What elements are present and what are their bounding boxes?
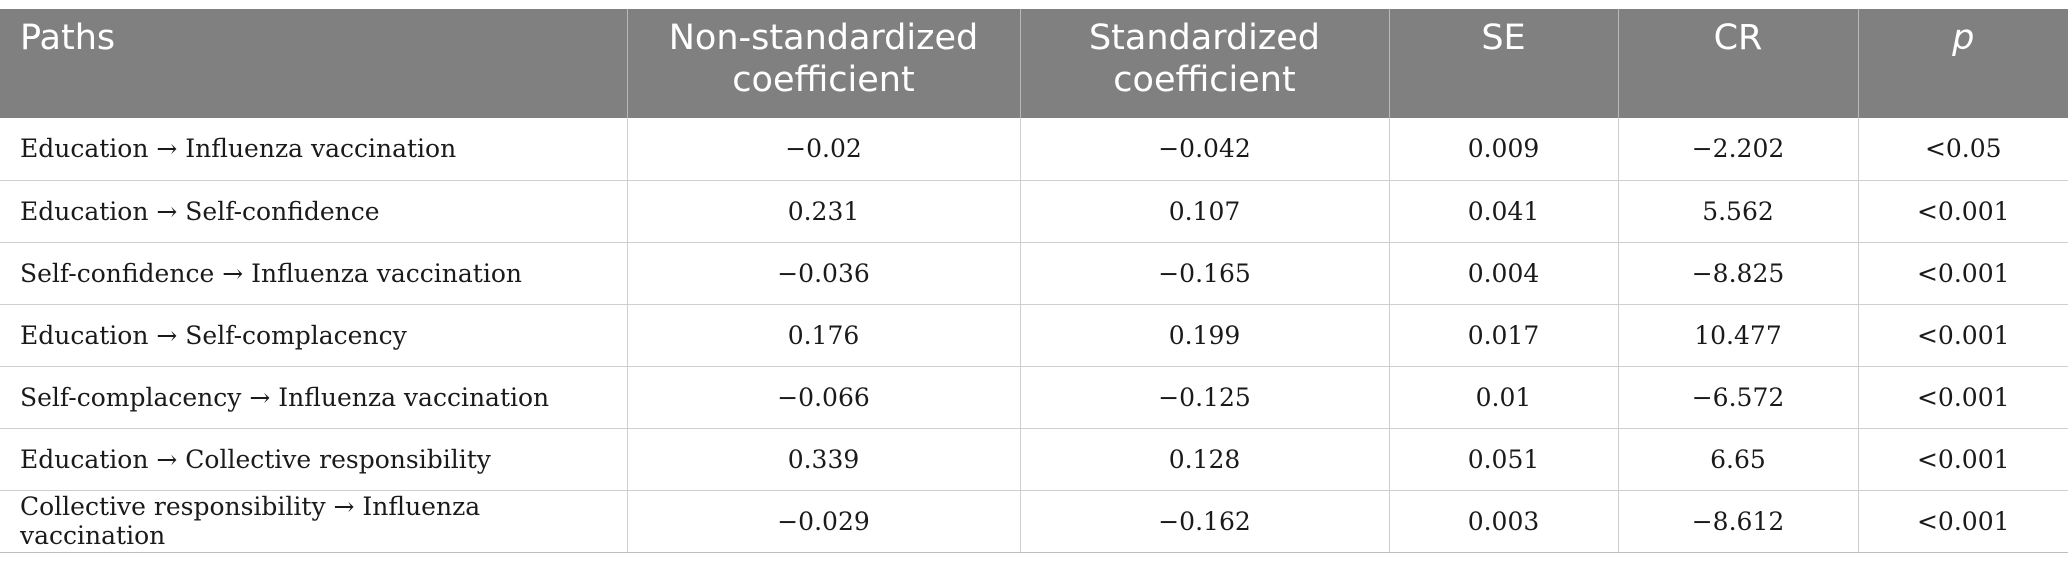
cell-standardized: 0.199 <box>1019 304 1389 367</box>
cell-cr: −2.202 <box>1617 118 1858 181</box>
cell-p: <0.001 <box>1857 490 2068 553</box>
cell-non-standardized: −0.036 <box>626 242 1020 305</box>
cell-path: Education → Collective responsibility <box>0 428 627 491</box>
cell-non-standardized: 0.176 <box>626 304 1020 367</box>
cell-path: Education → Influenza vaccination <box>0 118 627 181</box>
header-se: SE <box>1388 9 1618 118</box>
table-row: Education → Self-confidence 0.231 0.107 … <box>0 180 2068 243</box>
cell-cr: −8.612 <box>1617 490 1858 553</box>
cell-cr: −6.572 <box>1617 366 1858 429</box>
cell-se: 0.041 <box>1388 180 1618 243</box>
cell-path: Self-complacency → Influenza vaccination <box>0 366 627 429</box>
cell-se: 0.051 <box>1388 428 1618 491</box>
header-paths: Paths <box>0 9 627 118</box>
table-header: Paths Non-standardized coefficient Stand… <box>0 9 2068 118</box>
cell-non-standardized: −0.02 <box>626 118 1020 181</box>
table-body: Education → Influenza vaccination −0.02 … <box>0 118 2068 553</box>
cell-path: Education → Self-complacency <box>0 304 627 367</box>
cell-se: 0.004 <box>1388 242 1618 305</box>
cell-se: 0.009 <box>1388 118 1618 181</box>
results-table-container: Paths Non-standardized coefficient Stand… <box>0 9 2068 553</box>
cell-se: 0.017 <box>1388 304 1618 367</box>
cell-standardized: −0.125 <box>1019 366 1389 429</box>
table-row: Self-complacency → Influenza vaccination… <box>0 366 2068 429</box>
header-p: p <box>1857 9 2068 118</box>
header-non-standardized-coefficient: Non-standardized coefficient <box>626 9 1020 118</box>
cell-p: <0.05 <box>1857 118 2068 181</box>
table-row: Education → Self-complacency 0.176 0.199… <box>0 304 2068 367</box>
cell-standardized: 0.107 <box>1019 180 1389 243</box>
cell-standardized: −0.042 <box>1019 118 1389 181</box>
cell-cr: 5.562 <box>1617 180 1858 243</box>
cell-standardized: −0.162 <box>1019 490 1389 553</box>
cell-se: 0.01 <box>1388 366 1618 429</box>
cell-p: <0.001 <box>1857 180 2068 243</box>
cell-p: <0.001 <box>1857 242 2068 305</box>
table-row: Education → Collective responsibility 0.… <box>0 428 2068 491</box>
cell-p: <0.001 <box>1857 428 2068 491</box>
cell-path: Education → Self-confidence <box>0 180 627 243</box>
cell-standardized: −0.165 <box>1019 242 1389 305</box>
cell-non-standardized: 0.339 <box>626 428 1020 491</box>
table-row: Self-confidence → Influenza vaccination … <box>0 242 2068 305</box>
cell-non-standardized: −0.029 <box>626 490 1020 553</box>
cell-path: Self-confidence → Influenza vaccination <box>0 242 627 305</box>
cell-cr: −8.825 <box>1617 242 1858 305</box>
header-cr: CR <box>1617 9 1858 118</box>
cell-non-standardized: −0.066 <box>626 366 1020 429</box>
path-coefficients-table: Paths Non-standardized coefficient Stand… <box>0 9 2068 553</box>
cell-se: 0.003 <box>1388 490 1618 553</box>
header-standardized-coefficient: Standardized coefficient <box>1019 9 1389 118</box>
cell-non-standardized: 0.231 <box>626 180 1020 243</box>
cell-cr: 6.65 <box>1617 428 1858 491</box>
table-row: Collective responsibility → Influenza va… <box>0 490 2068 553</box>
header-row: Paths Non-standardized coefficient Stand… <box>0 9 2068 118</box>
cell-path: Collective responsibility → Influenza va… <box>0 490 627 553</box>
table-row: Education → Influenza vaccination −0.02 … <box>0 118 2068 181</box>
cell-cr: 10.477 <box>1617 304 1858 367</box>
cell-p: <0.001 <box>1857 366 2068 429</box>
cell-p: <0.001 <box>1857 304 2068 367</box>
cell-standardized: 0.128 <box>1019 428 1389 491</box>
